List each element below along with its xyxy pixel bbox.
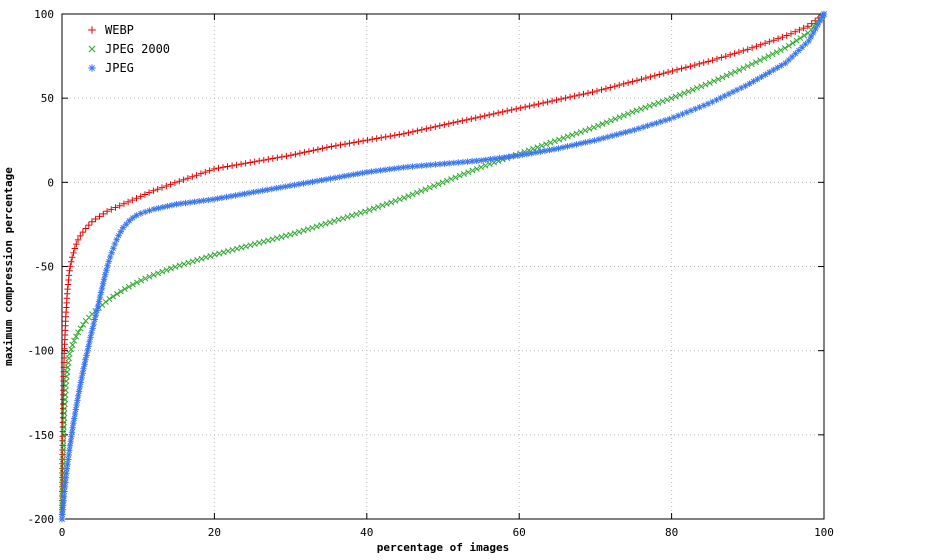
y-tick-label: 0 [47,176,54,189]
x-tick-label: 80 [665,526,678,539]
legend-marker-plus-icon [88,26,96,34]
legend-marker-cross-icon [88,45,96,53]
x-tick-label: 0 [59,526,66,539]
x-axis-label: percentage of images [377,541,509,554]
x-tick-label: 40 [360,526,373,539]
x-tick-label: 60 [513,526,526,539]
legend-label: JPEG 2000 [105,42,170,56]
plot-border [61,13,825,520]
tick-labels: 0 20 40 60 80 100 100 50 0 -50 -100 -150 -200 [28,8,834,539]
x-tick-label: 20 [208,526,221,539]
y-tick-label: -100 [28,345,55,358]
y-tick-label: 50 [41,92,54,105]
legend-label: WEBP [105,23,134,37]
legend-item-jpeg: JPEG [88,61,134,75]
x-tick-label: 100 [814,526,834,539]
y-tick-label: -200 [28,513,55,526]
legend-item-webp: WEBP [88,23,134,37]
y-axis-label: maximum compression percentage [2,167,15,366]
legend-label: JPEG [105,61,134,75]
y-tick-label: -150 [28,429,55,442]
y-tick-label: 100 [34,8,54,21]
legend-item-jpeg-2000: JPEG 2000 [88,42,170,56]
y-tick-label: -50 [34,261,54,274]
series-jpeg-points [58,10,828,523]
legend: WEBP JPEG 2000 JPEG [88,23,170,75]
legend-marker-asterisk-icon [88,64,96,72]
data-series [58,10,828,523]
